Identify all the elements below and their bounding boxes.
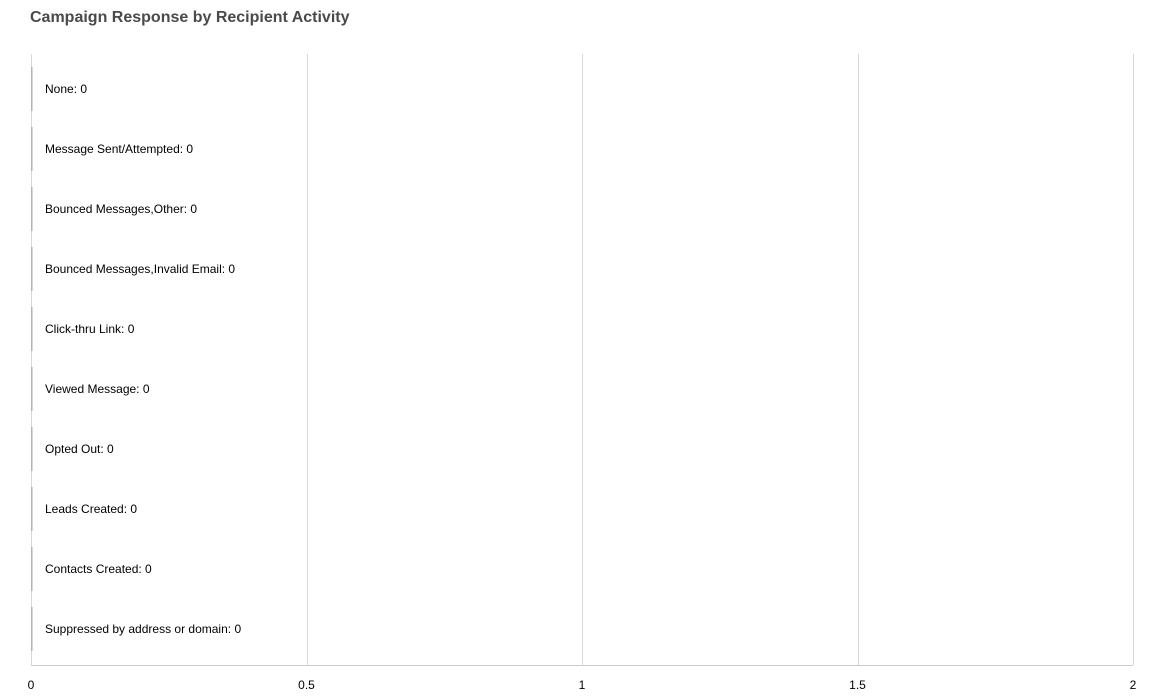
category-labels: None: 0 Message Sent/Attempted: 0 Bounced … [45, 82, 241, 636]
bar-label: None: 0 [45, 82, 87, 96]
bar [31, 487, 33, 531]
bar-label: Bounced Messages,Other: 0 [45, 202, 197, 216]
bar [31, 247, 33, 291]
x-tick-label: 0.5 [298, 678, 315, 692]
bar [31, 127, 33, 171]
bar [31, 427, 33, 471]
x-tick-label: 2 [1130, 678, 1137, 692]
gridlines [31, 54, 1134, 666]
bar-label: Bounced Messages,Invalid Email: 0 [45, 262, 235, 276]
bar-label: Opted Out: 0 [45, 442, 114, 456]
bar-label: Suppressed by address or domain: 0 [45, 622, 241, 636]
x-tick-label: 1 [579, 678, 586, 692]
bars [31, 67, 33, 651]
bar [31, 307, 33, 351]
bar [31, 547, 33, 591]
bar-label: Click-thru Link: 0 [45, 322, 135, 336]
bar-label: Viewed Message: 0 [45, 382, 150, 396]
bar-label: Contacts Created: 0 [45, 562, 152, 576]
bar [31, 367, 33, 411]
bar [31, 187, 33, 231]
chart-title: Campaign Response by Recipient Activity [30, 9, 350, 26]
x-tick-label: 1.5 [849, 678, 866, 692]
x-axis-ticks: 0 0.5 1 1.5 2 [28, 678, 1137, 692]
bar-label: Message Sent/Attempted: 0 [45, 142, 193, 156]
bar [31, 607, 33, 651]
bar-label: Leads Created: 0 [45, 502, 137, 516]
bar [31, 67, 33, 111]
x-tick-label: 0 [28, 678, 35, 692]
